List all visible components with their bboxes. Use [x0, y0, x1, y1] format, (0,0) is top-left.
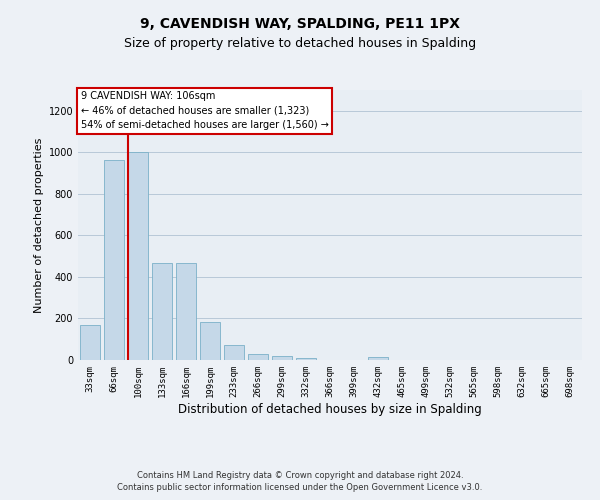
Bar: [128, 152, 148, 360]
Bar: [368, 357, 388, 360]
Bar: [248, 354, 268, 360]
Text: Contains HM Land Registry data © Crown copyright and database right 2024.: Contains HM Land Registry data © Crown c…: [137, 471, 463, 480]
Bar: [272, 356, 292, 360]
Text: Contains public sector information licensed under the Open Government Licence v3: Contains public sector information licen…: [118, 484, 482, 492]
Text: 9 CAVENDISH WAY: 106sqm
← 46% of detached houses are smaller (1,323)
54% of semi: 9 CAVENDISH WAY: 106sqm ← 46% of detache…: [80, 92, 328, 130]
X-axis label: Distribution of detached houses by size in Spalding: Distribution of detached houses by size …: [178, 402, 482, 415]
Bar: [80, 324, 100, 360]
Bar: [176, 264, 196, 360]
Bar: [200, 322, 220, 360]
Bar: [296, 358, 316, 360]
Text: Size of property relative to detached houses in Spalding: Size of property relative to detached ho…: [124, 38, 476, 51]
Text: 9, CAVENDISH WAY, SPALDING, PE11 1PX: 9, CAVENDISH WAY, SPALDING, PE11 1PX: [140, 18, 460, 32]
Bar: [152, 264, 172, 360]
Bar: [224, 346, 244, 360]
Bar: [104, 160, 124, 360]
Y-axis label: Number of detached properties: Number of detached properties: [34, 138, 44, 312]
